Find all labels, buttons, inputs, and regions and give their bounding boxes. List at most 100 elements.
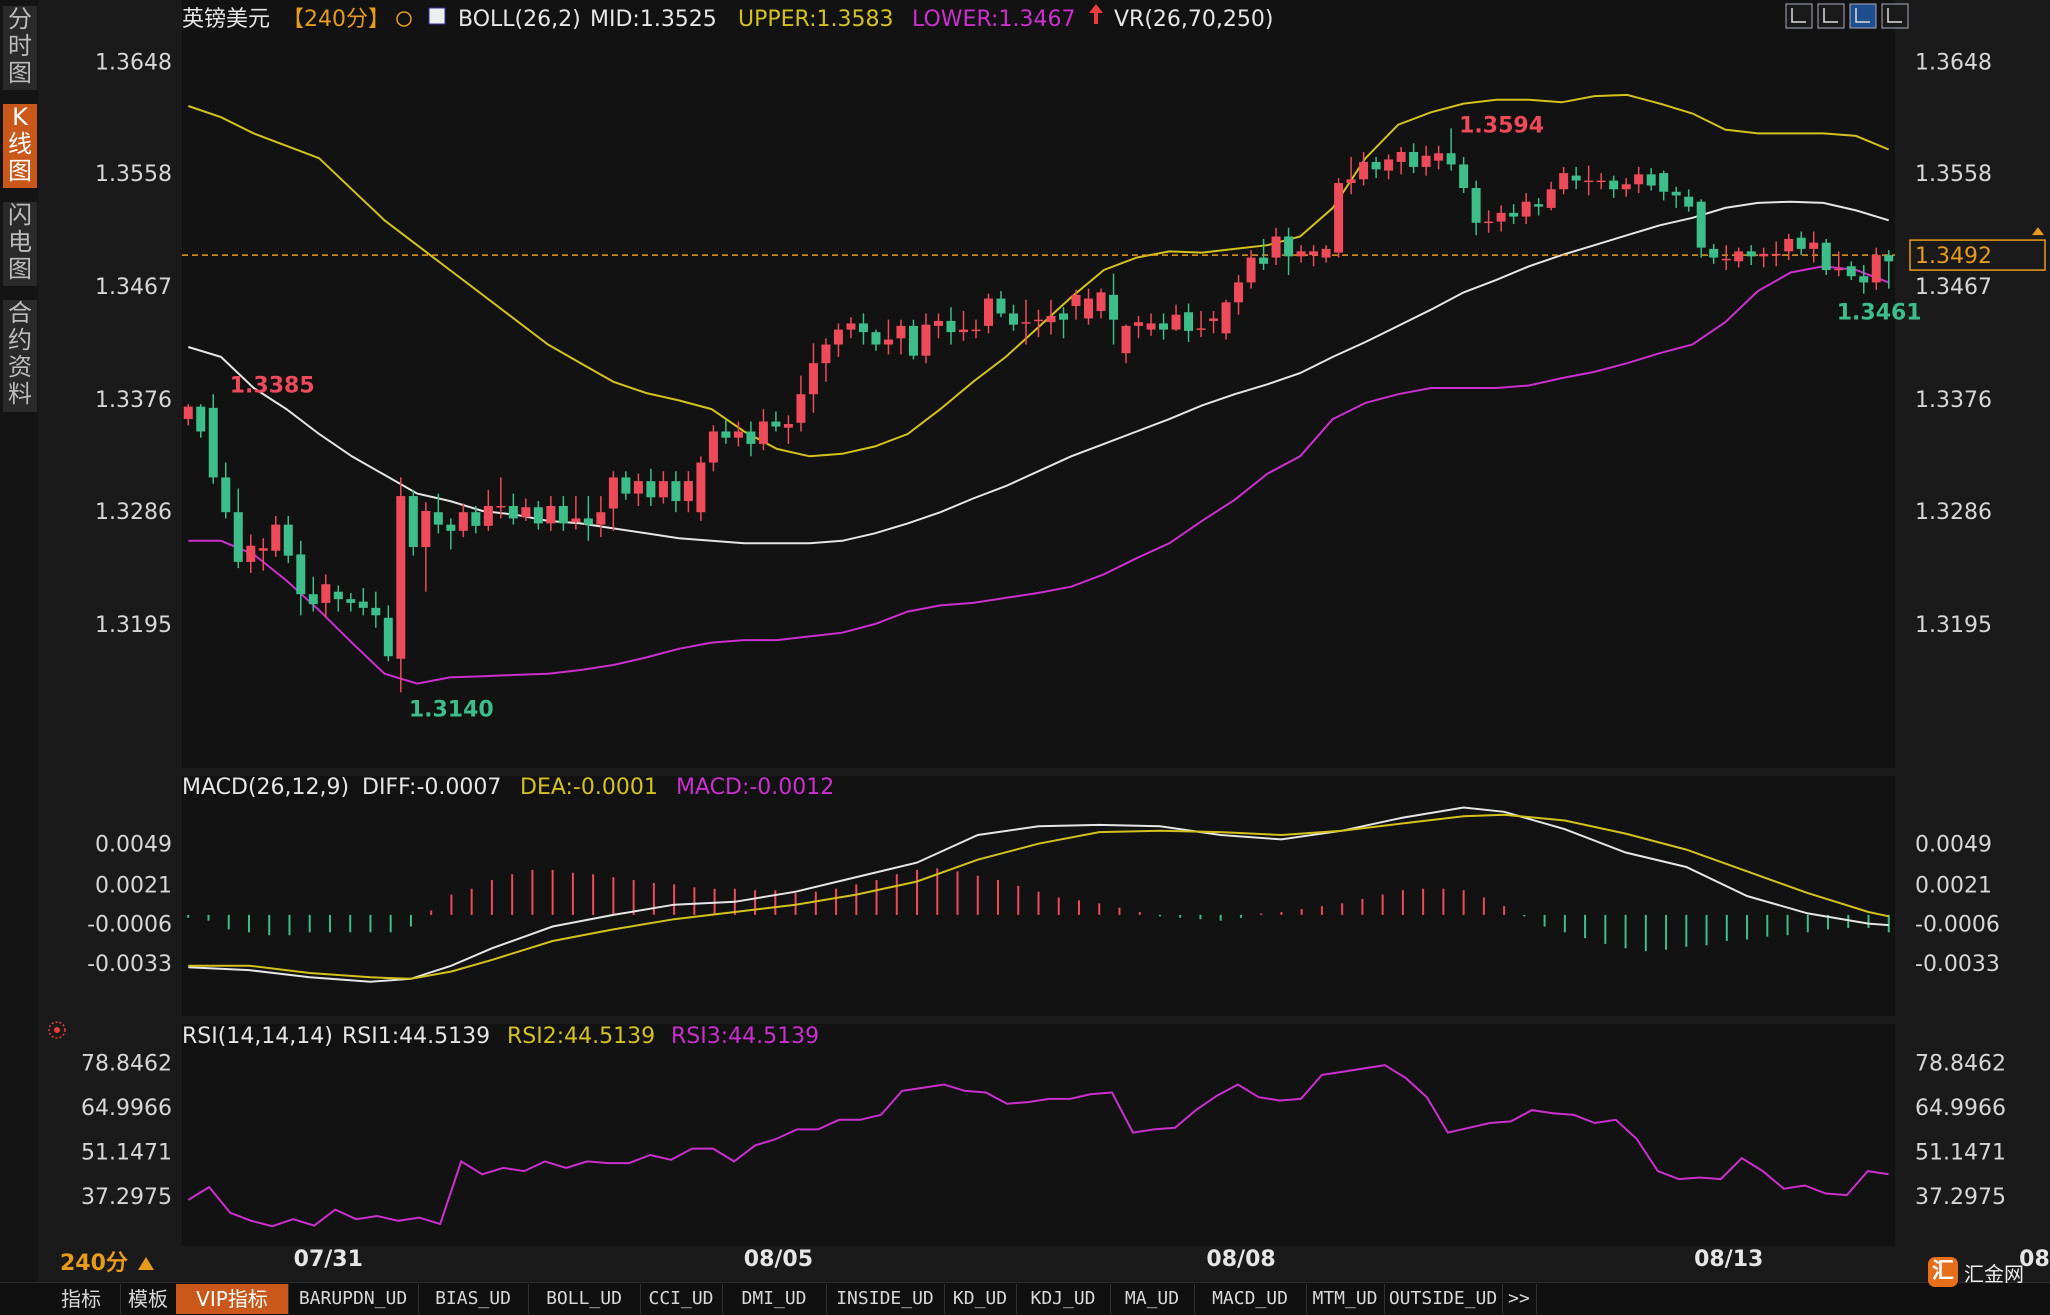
tab-contract-info[interactable]: 合 约 资 料 bbox=[3, 300, 37, 412]
y-tick-label: 1.3648 bbox=[95, 50, 172, 75]
candle-body bbox=[1784, 238, 1794, 252]
candle-body bbox=[958, 329, 968, 333]
candle-body bbox=[1671, 191, 1681, 196]
candle-body bbox=[1409, 152, 1419, 167]
indicator-tab-kd-ud[interactable]: KD_UD bbox=[944, 1284, 1017, 1314]
x-axis-date-label: 08/13 bbox=[1694, 1247, 1763, 1272]
x-axis-date-label: 08/16 bbox=[2019, 1247, 2050, 1272]
y-tick-label-right: 1.3648 bbox=[1915, 50, 1992, 75]
macd-y-tick-right: -0.0006 bbox=[1915, 913, 2000, 938]
candle-body bbox=[1659, 173, 1669, 192]
candle-body bbox=[1571, 175, 1581, 181]
candle-body bbox=[1321, 248, 1331, 258]
tab-time-sharing[interactable]: 分 时 图 bbox=[3, 6, 37, 90]
indicator-tab-bias-ud[interactable]: BIAS_UD bbox=[418, 1284, 529, 1314]
candle-body bbox=[1496, 212, 1506, 222]
candle-body bbox=[883, 339, 893, 345]
rsi-panel bbox=[182, 1024, 1895, 1246]
tab-flash-chart[interactable]: 闪 电 图 bbox=[3, 202, 37, 286]
indicator-tab-ma-ud[interactable]: MA_UD bbox=[1110, 1284, 1195, 1314]
candle-body bbox=[746, 431, 756, 444]
candle-body bbox=[1109, 294, 1119, 320]
candle-body bbox=[1271, 236, 1281, 258]
rsi1-legend: RSI1:44.5139 bbox=[342, 1024, 490, 1049]
indicator-tab--[interactable]: >> bbox=[1502, 1284, 1537, 1314]
indicator-tab-vip-2[interactable]: VIP指标 bbox=[176, 1284, 289, 1314]
indicator-tab-bar: 指标 模板 VIP指标 BARUPDN_UD BIAS_UD BOLL_UD CCI_UD D… bbox=[0, 1282, 2050, 1315]
indicator-tab-kdj-ud[interactable]: KDJ_UD bbox=[1016, 1284, 1111, 1314]
boll-mid-line bbox=[188, 200, 1889, 545]
candle-body bbox=[1221, 302, 1231, 334]
chart-canvas[interactable]: 1.3648 1.3648 1.3558 1.3558 1.3467 1.3467 1.33… bbox=[0, 0, 2050, 1282]
macd-diff-legend: DIFF:-0.0007 bbox=[362, 775, 501, 800]
macd-y-tick-right: 0.0049 bbox=[1915, 833, 1992, 858]
candle-body bbox=[1621, 184, 1631, 190]
candle-body bbox=[1521, 201, 1531, 217]
candle-body bbox=[1584, 180, 1594, 183]
candle-body bbox=[933, 320, 943, 326]
candle-body bbox=[1046, 315, 1056, 323]
candle-body bbox=[271, 524, 281, 551]
candle-body bbox=[221, 477, 231, 513]
y-tick-label-right: 1.3376 bbox=[1915, 388, 1992, 413]
candle-body bbox=[1859, 276, 1869, 283]
boll-legend: BOLL(26,2) bbox=[458, 7, 581, 32]
candle-body bbox=[358, 601, 368, 608]
indicator-tab-cci-ud[interactable]: CCI_UD bbox=[640, 1284, 723, 1314]
candle-body bbox=[1484, 221, 1494, 224]
candle-body bbox=[1234, 282, 1244, 303]
indicator-tab--1[interactable]: 模板 bbox=[120, 1284, 177, 1314]
candle-body bbox=[571, 518, 581, 523]
candle-body bbox=[608, 477, 618, 509]
macd-y-tick: 0.0021 bbox=[95, 873, 172, 898]
candle-body bbox=[1346, 179, 1356, 184]
candle-body bbox=[1684, 196, 1694, 207]
candle-body bbox=[858, 323, 868, 333]
indicator-tab-inside-ud[interactable]: INSIDE_UD bbox=[826, 1284, 945, 1314]
candle-body bbox=[433, 512, 443, 525]
crosshair-icon bbox=[1785, 3, 1813, 29]
candle-body bbox=[971, 329, 981, 332]
rsi-y-tick-right: 78.8462 bbox=[1915, 1052, 2006, 1077]
candle-body bbox=[1184, 312, 1194, 331]
candle-body bbox=[833, 329, 843, 345]
indicator-tab-mtm-ud[interactable]: MTM_UD bbox=[1306, 1284, 1385, 1314]
indicator-tab-boll-ud[interactable]: BOLL_UD bbox=[528, 1284, 641, 1314]
high-price-label: 1.3594 bbox=[1459, 113, 1544, 138]
candle-body bbox=[808, 363, 818, 395]
candle-body bbox=[496, 506, 506, 508]
vr-legend: VR(26,70,250) bbox=[1114, 7, 1273, 32]
macd-y-tick-right: -0.0033 bbox=[1915, 952, 2000, 977]
price-up-marker-icon bbox=[2032, 227, 2044, 236]
candle-body bbox=[421, 510, 431, 547]
rsi-settings-icon bbox=[48, 1021, 66, 1039]
macd-y-tick-right: 0.0021 bbox=[1915, 873, 1992, 898]
candle-body bbox=[908, 325, 918, 356]
candle-body bbox=[633, 481, 643, 494]
candle-body bbox=[721, 431, 731, 438]
candle-body bbox=[1509, 212, 1519, 217]
local-low-label: 1.3461 bbox=[1837, 301, 1922, 326]
candle-body bbox=[1634, 174, 1644, 185]
candle-body bbox=[1096, 292, 1106, 311]
boll-lower-line bbox=[188, 265, 1890, 685]
indicator-tab-macd-ud[interactable]: MACD_UD bbox=[1194, 1284, 1307, 1314]
candle-body bbox=[1721, 258, 1731, 261]
candle-body bbox=[196, 406, 206, 432]
candle-body bbox=[946, 320, 956, 333]
indicator-tab--0[interactable]: 指标 bbox=[42, 1284, 121, 1314]
tab-kline[interactable]: K 线 图 bbox=[3, 104, 37, 188]
add-indicator-icon bbox=[396, 11, 412, 27]
candle-body bbox=[1421, 155, 1431, 167]
candle-body bbox=[708, 431, 718, 463]
brand-logo: 汇 汇金网 bbox=[1928, 1254, 2024, 1290]
indicator-tab-barupdn-ud[interactable]: BARUPDN_UD bbox=[288, 1284, 419, 1314]
candle-body bbox=[283, 524, 293, 556]
candle-body bbox=[471, 512, 481, 526]
indicator-tab-dmi-ud[interactable]: DMI_UD bbox=[722, 1284, 827, 1314]
indicator-tab-outside-ud[interactable]: OUTSIDE_UD bbox=[1384, 1284, 1503, 1314]
y-tick-label-right: 1.3467 bbox=[1915, 275, 1992, 300]
candle-body bbox=[1209, 318, 1219, 321]
candle-body bbox=[508, 506, 518, 519]
candle-body bbox=[408, 496, 418, 547]
